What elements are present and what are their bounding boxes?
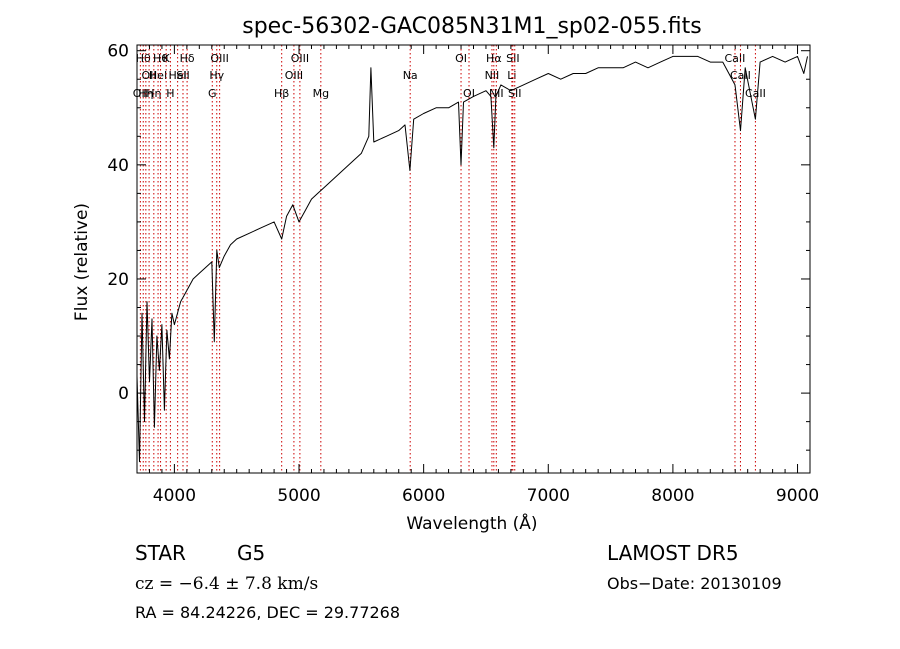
spectral-line-label-8: H	[166, 87, 174, 100]
spectral-line-markers: OIIHθHηOIIHηHeIHθKHHeISIIHδGHγOIIIHβOIII…	[133, 45, 766, 473]
redshift-cz: cz = −6.4 ± 7.8 km/s	[135, 574, 319, 594]
spectral-line-label-5: HeI	[149, 69, 167, 82]
spectral-line-label-15: Hβ	[274, 87, 289, 100]
subclass-label: G5	[237, 541, 266, 565]
spectrum-series	[136, 55, 808, 463]
spectral-line-label-17: OIII	[291, 52, 309, 65]
spectral-line-label-24: NII	[489, 87, 504, 100]
x-tick-label-2: 6000	[402, 486, 445, 506]
x-tick-label-0: 4000	[153, 486, 196, 506]
plot-frame	[136, 44, 811, 474]
spectrum-line-0	[136, 55, 808, 463]
x-tick-label-5: 9000	[776, 486, 819, 506]
spectral-line-label-12: G	[208, 87, 217, 100]
spectral-line-label-18: Mg	[313, 87, 329, 100]
obs-date: Obs−Date: 20130109	[607, 574, 782, 593]
spectral-line-label-14: OIII	[210, 52, 228, 65]
spectral-line-label-26: SII	[506, 52, 519, 65]
chart-title: spec-56302-GAC085N31M1_sp02-055.fits	[242, 14, 702, 39]
spectral-line-label-1: Hθ	[136, 52, 151, 65]
spectral-line-label-28: CaII	[725, 52, 746, 65]
y-tick-label-2: 40	[107, 156, 129, 176]
spectral-line-label-25: Li	[507, 69, 516, 82]
x-tick-label-4: 8000	[651, 486, 694, 506]
axes: 4000 5000 6000 7000 8000 9000 0 20 40 60	[107, 42, 819, 506]
y-tick-label-0: 0	[118, 384, 129, 404]
spectral-line-label-21: OI	[463, 87, 475, 100]
spectral-line-label-19: Na	[403, 69, 418, 82]
spectral-line-label-6: Hθ	[153, 52, 168, 65]
spectral-line-label-4: Hη	[146, 87, 161, 100]
coordinates: RA = 84.24226, DEC = 29.77268	[135, 603, 401, 622]
spectral-line-label-22: NII	[485, 69, 500, 82]
spectral-line-label-2: Hη	[138, 87, 153, 100]
x-tick-label-1: 5000	[277, 486, 320, 506]
x-axis-label: Wavelength (Å)	[406, 512, 537, 534]
spectral-line-label-9: HeI	[168, 69, 186, 82]
x-tick-label-3: 7000	[527, 486, 570, 506]
spectral-line-label-7: K	[163, 52, 171, 65]
spectral-line-label-3: OII	[142, 69, 157, 82]
spectral-line-label-10: SII	[176, 69, 189, 82]
spectral-line-label-23: Hα	[486, 52, 502, 65]
spectral-line-label-11: Hδ	[180, 52, 195, 65]
y-tick-label-1: 20	[107, 270, 129, 290]
spectral-line-label-13: Hγ	[209, 69, 224, 82]
y-tick-label-3: 60	[107, 42, 129, 62]
spectral-line-label-20: OI	[455, 52, 467, 65]
survey-label: LAMOST DR5	[607, 541, 739, 565]
spectral-line-label-16: OIII	[285, 69, 303, 82]
y-axis-label: Flux (relative)	[72, 203, 92, 321]
class-label: STAR	[135, 541, 186, 565]
spectral-line-label-30: CaII	[745, 87, 766, 100]
